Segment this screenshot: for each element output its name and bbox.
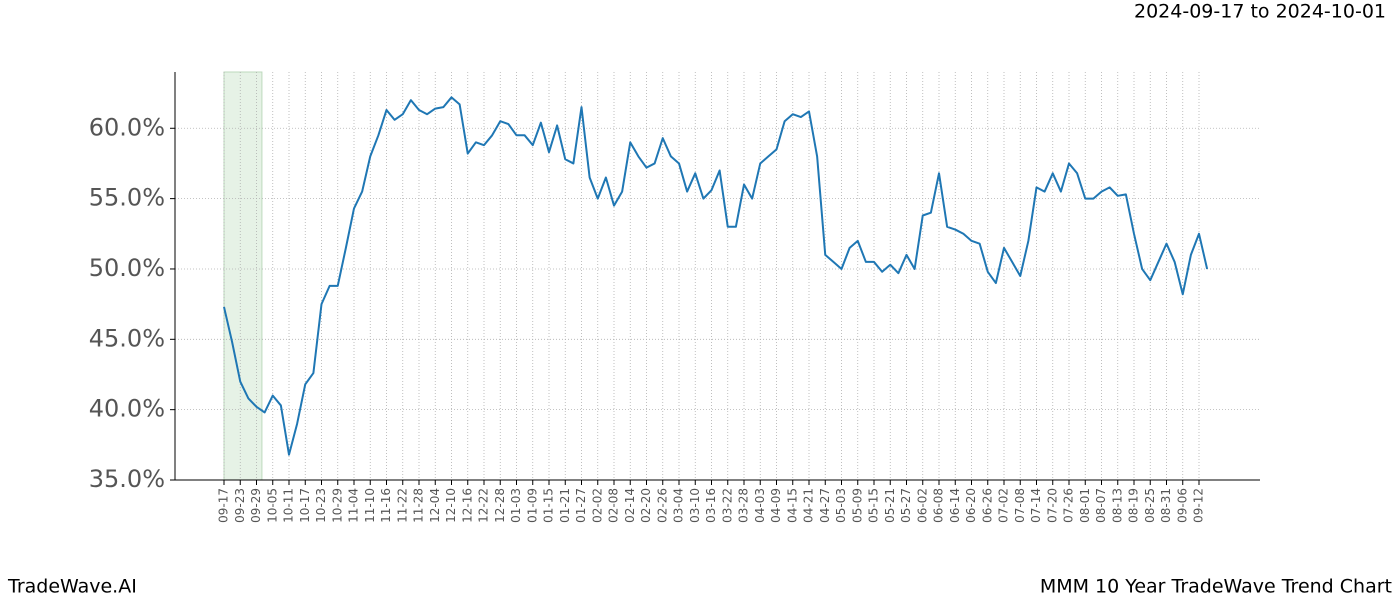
- x-tick-label: 06-20: [964, 488, 978, 523]
- x-tick-label: 10-17: [298, 488, 312, 523]
- chart-title: MMM 10 Year TradeWave Trend Chart: [1040, 576, 1392, 598]
- x-tick-label: 07-02: [997, 488, 1011, 523]
- x-tick-label: 09-06: [1175, 488, 1189, 523]
- x-tick-label: 06-14: [948, 488, 962, 523]
- x-tick-label: 07-26: [1062, 488, 1076, 523]
- x-tick-label: 04-21: [802, 488, 816, 523]
- subtitle: 2024-09-17 to 2024-10-01: [1134, 1, 1386, 23]
- x-tick-label: 02-20: [639, 488, 653, 523]
- x-tick-label: 12-10: [444, 488, 458, 523]
- y-tick-label: 35.0%: [89, 465, 165, 493]
- x-tick-label: 04-27: [818, 488, 832, 523]
- x-tick-label: 09-29: [249, 488, 263, 523]
- x-tick-label: 01-03: [509, 488, 523, 523]
- x-tick-label: 01-21: [558, 488, 572, 523]
- x-tick-label: 02-02: [590, 488, 604, 523]
- trend-line: [223, 96, 1209, 456]
- x-tick-label: 08-19: [1127, 488, 1141, 523]
- x-tick-label: 06-26: [980, 488, 994, 523]
- y-tick-label: 45.0%: [89, 324, 165, 352]
- x-tick-label: 08-31: [1159, 488, 1173, 523]
- x-tick-label: 10-05: [265, 488, 279, 523]
- x-tick-label: 05-27: [899, 488, 913, 523]
- x-tick-label: 08-07: [1094, 488, 1108, 523]
- x-tick-label: 05-15: [867, 488, 881, 523]
- x-tick-label: 06-08: [932, 488, 946, 523]
- x-tick-label: 11-28: [412, 488, 426, 523]
- x-tick-label: 12-28: [493, 488, 507, 523]
- x-tick-label: 03-10: [688, 488, 702, 523]
- x-tick-label: 09-23: [233, 488, 247, 523]
- x-tick-label: 04-09: [769, 488, 783, 523]
- x-tick-label: 02-08: [607, 488, 621, 523]
- x-tick-label: 03-04: [672, 488, 686, 523]
- x-tick-label: 10-29: [330, 488, 344, 523]
- x-tick-label: 03-28: [737, 488, 751, 523]
- x-tick-label: 10-11: [282, 488, 296, 523]
- x-tick-label: 12-16: [460, 488, 474, 523]
- x-tick-label: 04-15: [785, 488, 799, 523]
- x-tick-label: 07-20: [1045, 488, 1059, 523]
- x-tick-label: 01-15: [542, 488, 556, 523]
- y-tick-label: 50.0%: [89, 254, 165, 282]
- y-tick-label: 55.0%: [89, 184, 165, 212]
- x-tick-label: 01-09: [525, 488, 539, 523]
- x-tick-label: 12-04: [428, 488, 442, 523]
- highlight-span: [223, 71, 263, 481]
- x-tick-label: 05-09: [850, 488, 864, 523]
- brand: TradeWave.AI: [7, 576, 137, 598]
- x-tick-label: 03-16: [704, 488, 718, 523]
- x-tick-label: 08-13: [1110, 488, 1124, 523]
- x-tick-label: 02-26: [655, 488, 669, 523]
- x-tick-label: 05-21: [883, 488, 897, 523]
- x-tick-label: 07-08: [1013, 488, 1027, 523]
- x-tick-label: 05-03: [834, 488, 848, 523]
- x-tick-label: 03-22: [720, 488, 734, 523]
- x-tick-label: 11-22: [395, 488, 409, 523]
- x-tick-label: 04-03: [753, 488, 767, 523]
- x-tick-label: 11-04: [347, 488, 361, 523]
- x-tick-label: 02-14: [623, 488, 637, 523]
- x-tick-label: 06-02: [915, 488, 929, 523]
- x-tick-label: 09-12: [1192, 488, 1206, 523]
- x-tick-label: 08-25: [1143, 488, 1157, 523]
- x-tick-label: 11-16: [379, 488, 393, 523]
- x-tick-label: 11-10: [363, 488, 377, 523]
- x-tick-label: 10-23: [314, 488, 328, 523]
- x-tick-label: 08-01: [1078, 488, 1092, 523]
- y-tick-label: 60.0%: [89, 113, 165, 141]
- x-tick-label: 07-14: [1029, 488, 1043, 523]
- y-tick-label: 40.0%: [89, 395, 165, 423]
- x-tick-label: 01-27: [574, 488, 588, 523]
- x-tick-label: 09-17: [217, 488, 231, 523]
- x-tick-label: 12-22: [477, 488, 491, 523]
